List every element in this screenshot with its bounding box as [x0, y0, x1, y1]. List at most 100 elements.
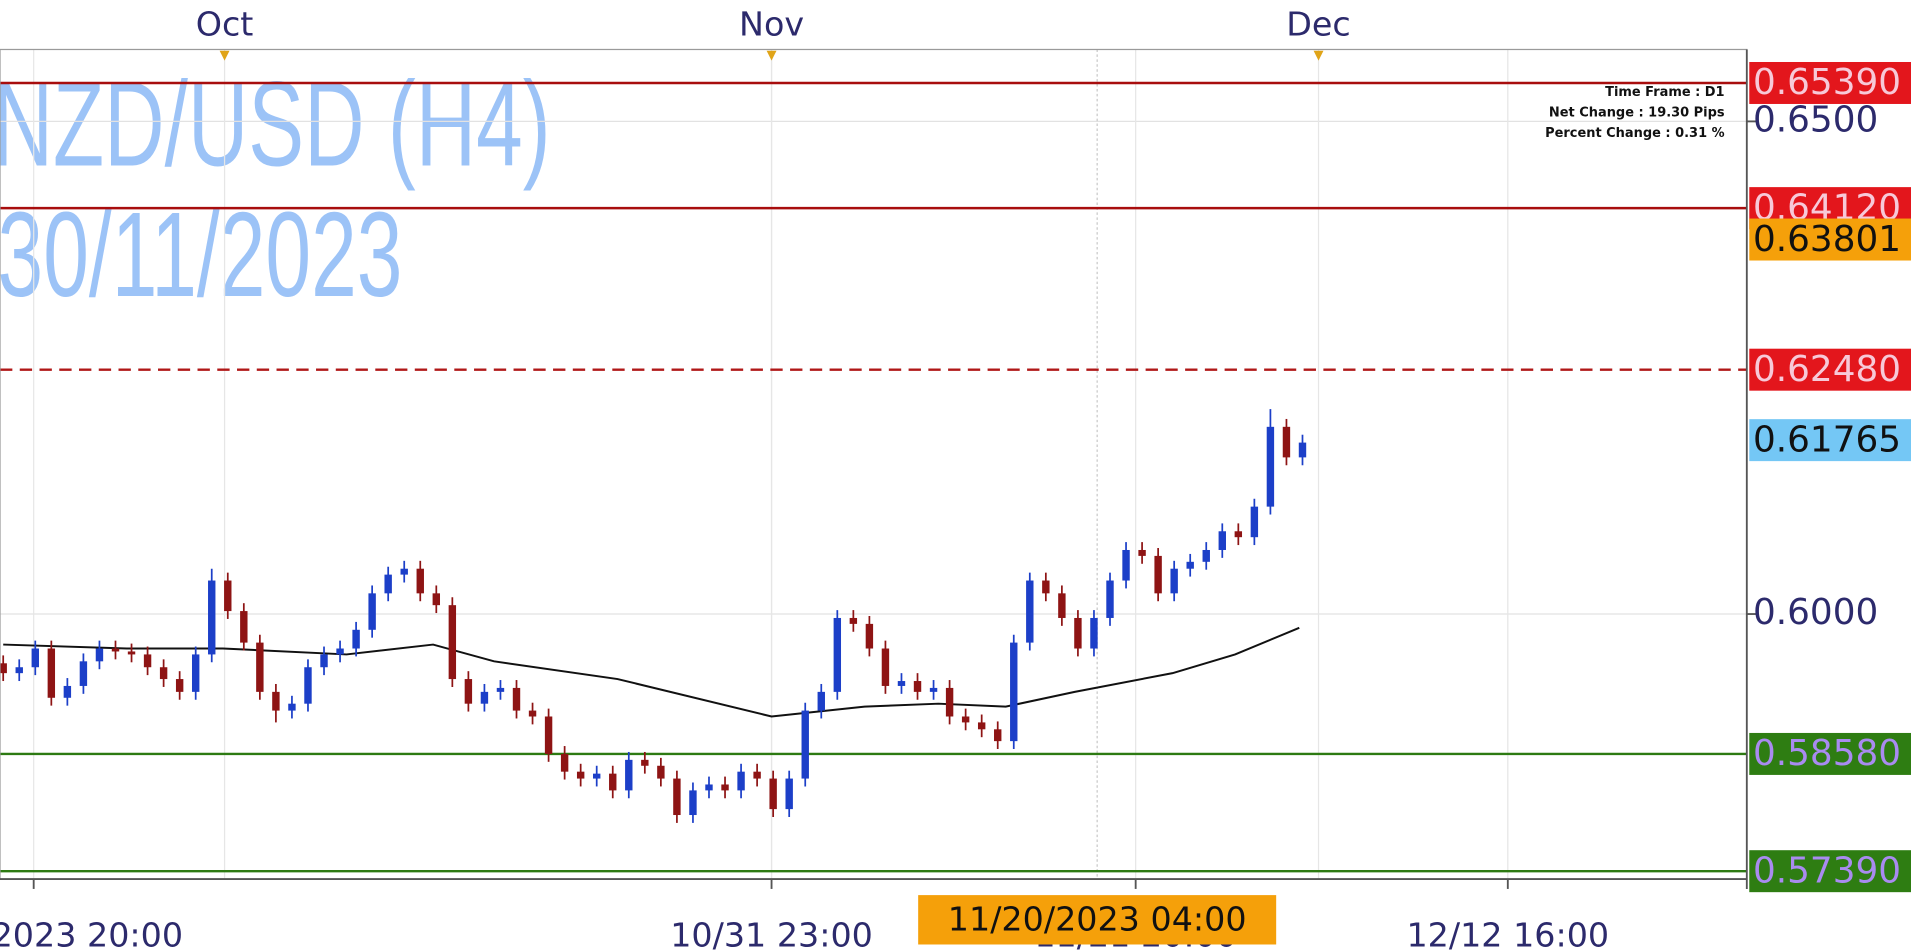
candle-body — [913, 681, 922, 692]
price-label: 0.65390 — [1753, 62, 1901, 103]
candle-body — [496, 687, 505, 692]
candle-body — [560, 753, 569, 772]
candle-body — [881, 648, 890, 686]
price-label-box — [1749, 732, 1911, 775]
candle-body — [865, 623, 874, 649]
candle-body — [769, 778, 777, 810]
candle-body — [753, 771, 761, 779]
candle-body — [159, 667, 168, 680]
candle-body — [1266, 426, 1275, 507]
candle-body — [0, 663, 7, 674]
candle-body — [79, 661, 88, 686]
candle-body — [1234, 531, 1243, 538]
candle-body — [849, 617, 858, 624]
candle-body — [400, 568, 408, 575]
candle-body — [1138, 549, 1146, 556]
price-label-box — [1749, 419, 1911, 462]
candle-body — [208, 580, 216, 655]
candle-body — [593, 773, 601, 779]
candle-body — [143, 654, 152, 668]
candle-body — [576, 771, 585, 779]
top-tick-mark — [766, 50, 777, 61]
price-label: 0.63801 — [1753, 219, 1901, 260]
candle-body — [15, 667, 23, 674]
candle-body — [63, 685, 72, 698]
candle-body — [111, 648, 120, 652]
price-label: 0.61765 — [1753, 419, 1901, 460]
candle-body — [609, 773, 617, 791]
info-text: Percent Change : 0.31 % — [1545, 126, 1724, 141]
candle-body — [544, 716, 553, 754]
candle-body — [1250, 506, 1259, 538]
candle-body — [625, 759, 633, 791]
info-text: Time Frame : D1 — [1605, 85, 1724, 100]
candle-body — [448, 605, 457, 680]
candle-body — [384, 574, 392, 594]
candle-body — [1186, 561, 1194, 569]
candle-body — [256, 642, 264, 692]
candle-body — [721, 784, 729, 791]
candle-body — [641, 759, 649, 766]
candle-body — [801, 710, 809, 779]
candle-body — [737, 771, 745, 791]
top-tick-label: Oct — [196, 5, 254, 44]
candle-body — [833, 617, 842, 692]
candle-body — [95, 648, 104, 662]
candle-body — [994, 729, 1002, 742]
price-label: 0.57390 — [1753, 850, 1901, 891]
candle-body — [1218, 531, 1226, 550]
candle-body — [673, 778, 681, 816]
candle-body — [1058, 593, 1066, 618]
crosshair-label: 11/20/2023 04:00 — [948, 900, 1247, 939]
price-label-box — [1749, 61, 1911, 104]
candle-body — [1282, 426, 1291, 458]
price-label-box — [1749, 850, 1911, 893]
candle-body — [1010, 642, 1018, 742]
y-tick-label: 0.6500 — [1753, 99, 1878, 140]
candle-body — [272, 691, 280, 711]
candle-body — [1074, 617, 1082, 649]
candle-body — [528, 710, 537, 717]
candle-body — [1090, 617, 1098, 649]
chart-title: NZD/USD (H4) — [0, 55, 551, 191]
candle-body — [224, 580, 232, 612]
x-tick-label: 10/31 23:00 — [670, 916, 873, 952]
candle-body — [288, 703, 296, 711]
candle-body — [512, 687, 521, 711]
candle-body — [945, 687, 954, 717]
candle-body — [1026, 580, 1034, 643]
candle-body — [817, 691, 825, 711]
candle-body — [464, 679, 473, 704]
chart-subtitle: 30/11/2023 — [0, 186, 402, 322]
candle-body — [1122, 549, 1130, 581]
candle-body — [31, 648, 39, 668]
top-tick-label: Nov — [739, 5, 804, 44]
price-label-box — [1749, 218, 1911, 261]
candle-body — [1154, 555, 1162, 594]
candle-body — [336, 648, 344, 655]
candle-body — [1202, 549, 1210, 562]
candle-body — [897, 681, 906, 686]
candle-body — [304, 667, 312, 704]
price-label: 0.62480 — [1753, 349, 1901, 390]
candle-body — [320, 654, 328, 668]
top-tick-mark — [219, 50, 230, 61]
candle-body — [432, 593, 441, 606]
price-label-box — [1749, 348, 1911, 391]
candle-body — [480, 691, 489, 704]
candle-body — [127, 651, 136, 655]
top-tick-mark — [1313, 50, 1324, 61]
candle-body — [240, 611, 248, 643]
candle-body — [47, 648, 56, 698]
candle-body — [785, 778, 793, 810]
info-text: Net Change : 19.30 Pips — [1549, 106, 1725, 121]
candle-body — [1106, 580, 1114, 618]
candle-body — [977, 722, 986, 730]
top-tick-label: Dec — [1286, 5, 1351, 44]
candle-body — [368, 593, 376, 630]
price-label: 0.58580 — [1753, 733, 1901, 774]
candle-body — [352, 629, 360, 649]
